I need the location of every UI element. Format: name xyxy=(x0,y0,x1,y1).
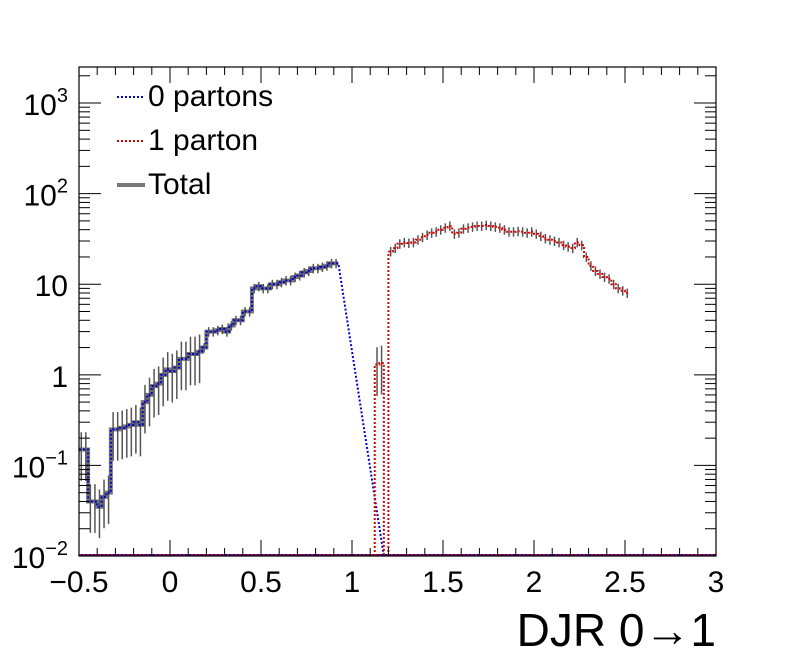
y-tick-label: 103 xyxy=(24,85,69,122)
x-tick-label: 2.5 xyxy=(604,566,646,599)
x-tick-label: 3 xyxy=(708,566,725,599)
y-tick-label: 102 xyxy=(24,176,69,213)
legend-entry-total: Total xyxy=(117,168,211,201)
y-axis: 10−2 10−1 1 10 102 103 xyxy=(12,75,716,575)
histogram-layer xyxy=(79,220,716,557)
legend-label-0-partons: 0 partons xyxy=(148,80,273,113)
legend-entry-0-partons: 0 partons xyxy=(117,80,273,113)
x-tick-label: 0.5 xyxy=(240,566,282,599)
x-axis-title: DJR 0→1 xyxy=(517,604,716,656)
x-tick-label: 1.5 xyxy=(422,566,464,599)
y-tick-label: 10 xyxy=(35,270,68,303)
legend: 0 partons 1 parton Total xyxy=(117,80,273,201)
y-tick-label: 10−1 xyxy=(12,447,68,484)
legend-label-total: Total xyxy=(148,168,211,201)
x-tick-label: 0 xyxy=(162,566,179,599)
series-1-parton-spike xyxy=(373,362,385,556)
legend-label-1-parton: 1 parton xyxy=(148,124,258,157)
x-tick-label: 1 xyxy=(344,566,361,599)
y-tick-label: 10−2 xyxy=(12,538,68,575)
y-tick-label: 1 xyxy=(51,361,68,394)
x-tick-label: 2 xyxy=(526,566,543,599)
x-tick-label: −0.5 xyxy=(49,566,108,599)
x-axis: −0.5 0 0.5 1 1.5 2 2.5 3 xyxy=(49,67,724,599)
series-1-parton-line xyxy=(388,224,630,295)
series-0-partons-line xyxy=(79,262,385,557)
legend-entry-1-parton: 1 parton xyxy=(117,124,258,157)
